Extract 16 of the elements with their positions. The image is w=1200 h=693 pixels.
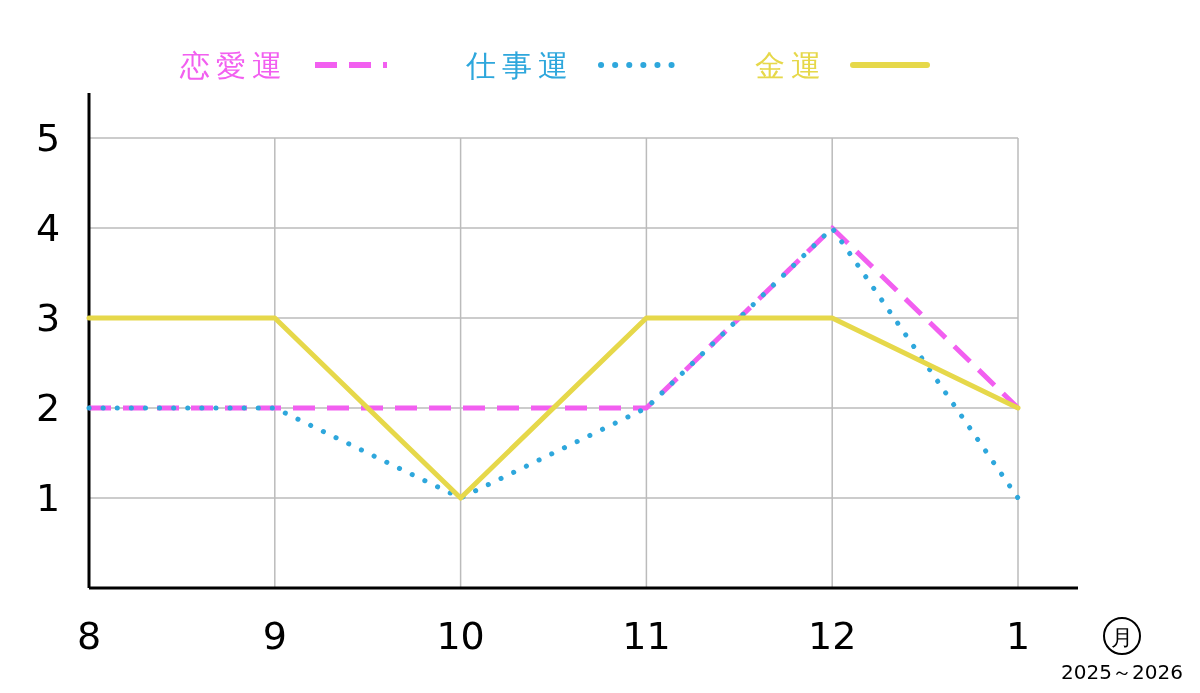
legend-label: 金運 [755,47,827,83]
x-tick-label: 9 [262,614,287,658]
y-tick-label: 1 [35,476,61,520]
y-tick-label: 4 [35,206,61,250]
x-axis-title: 月 [1111,624,1133,650]
y-tick-label: 5 [35,116,61,160]
legend-label: 恋愛運 [179,47,288,83]
x-tick-label: 11 [622,614,671,658]
text: 2025～2026 [1061,660,1183,684]
x-tick-label: 8 [76,614,102,658]
x-tick-label: 1 [1005,614,1031,658]
x-tick-label: 10 [436,614,485,658]
y-tick-label: 2 [35,386,61,430]
legend-label: 仕事運 [465,47,574,83]
x-tick-label: 12 [808,614,857,658]
y-tick-label: 3 [35,296,61,340]
